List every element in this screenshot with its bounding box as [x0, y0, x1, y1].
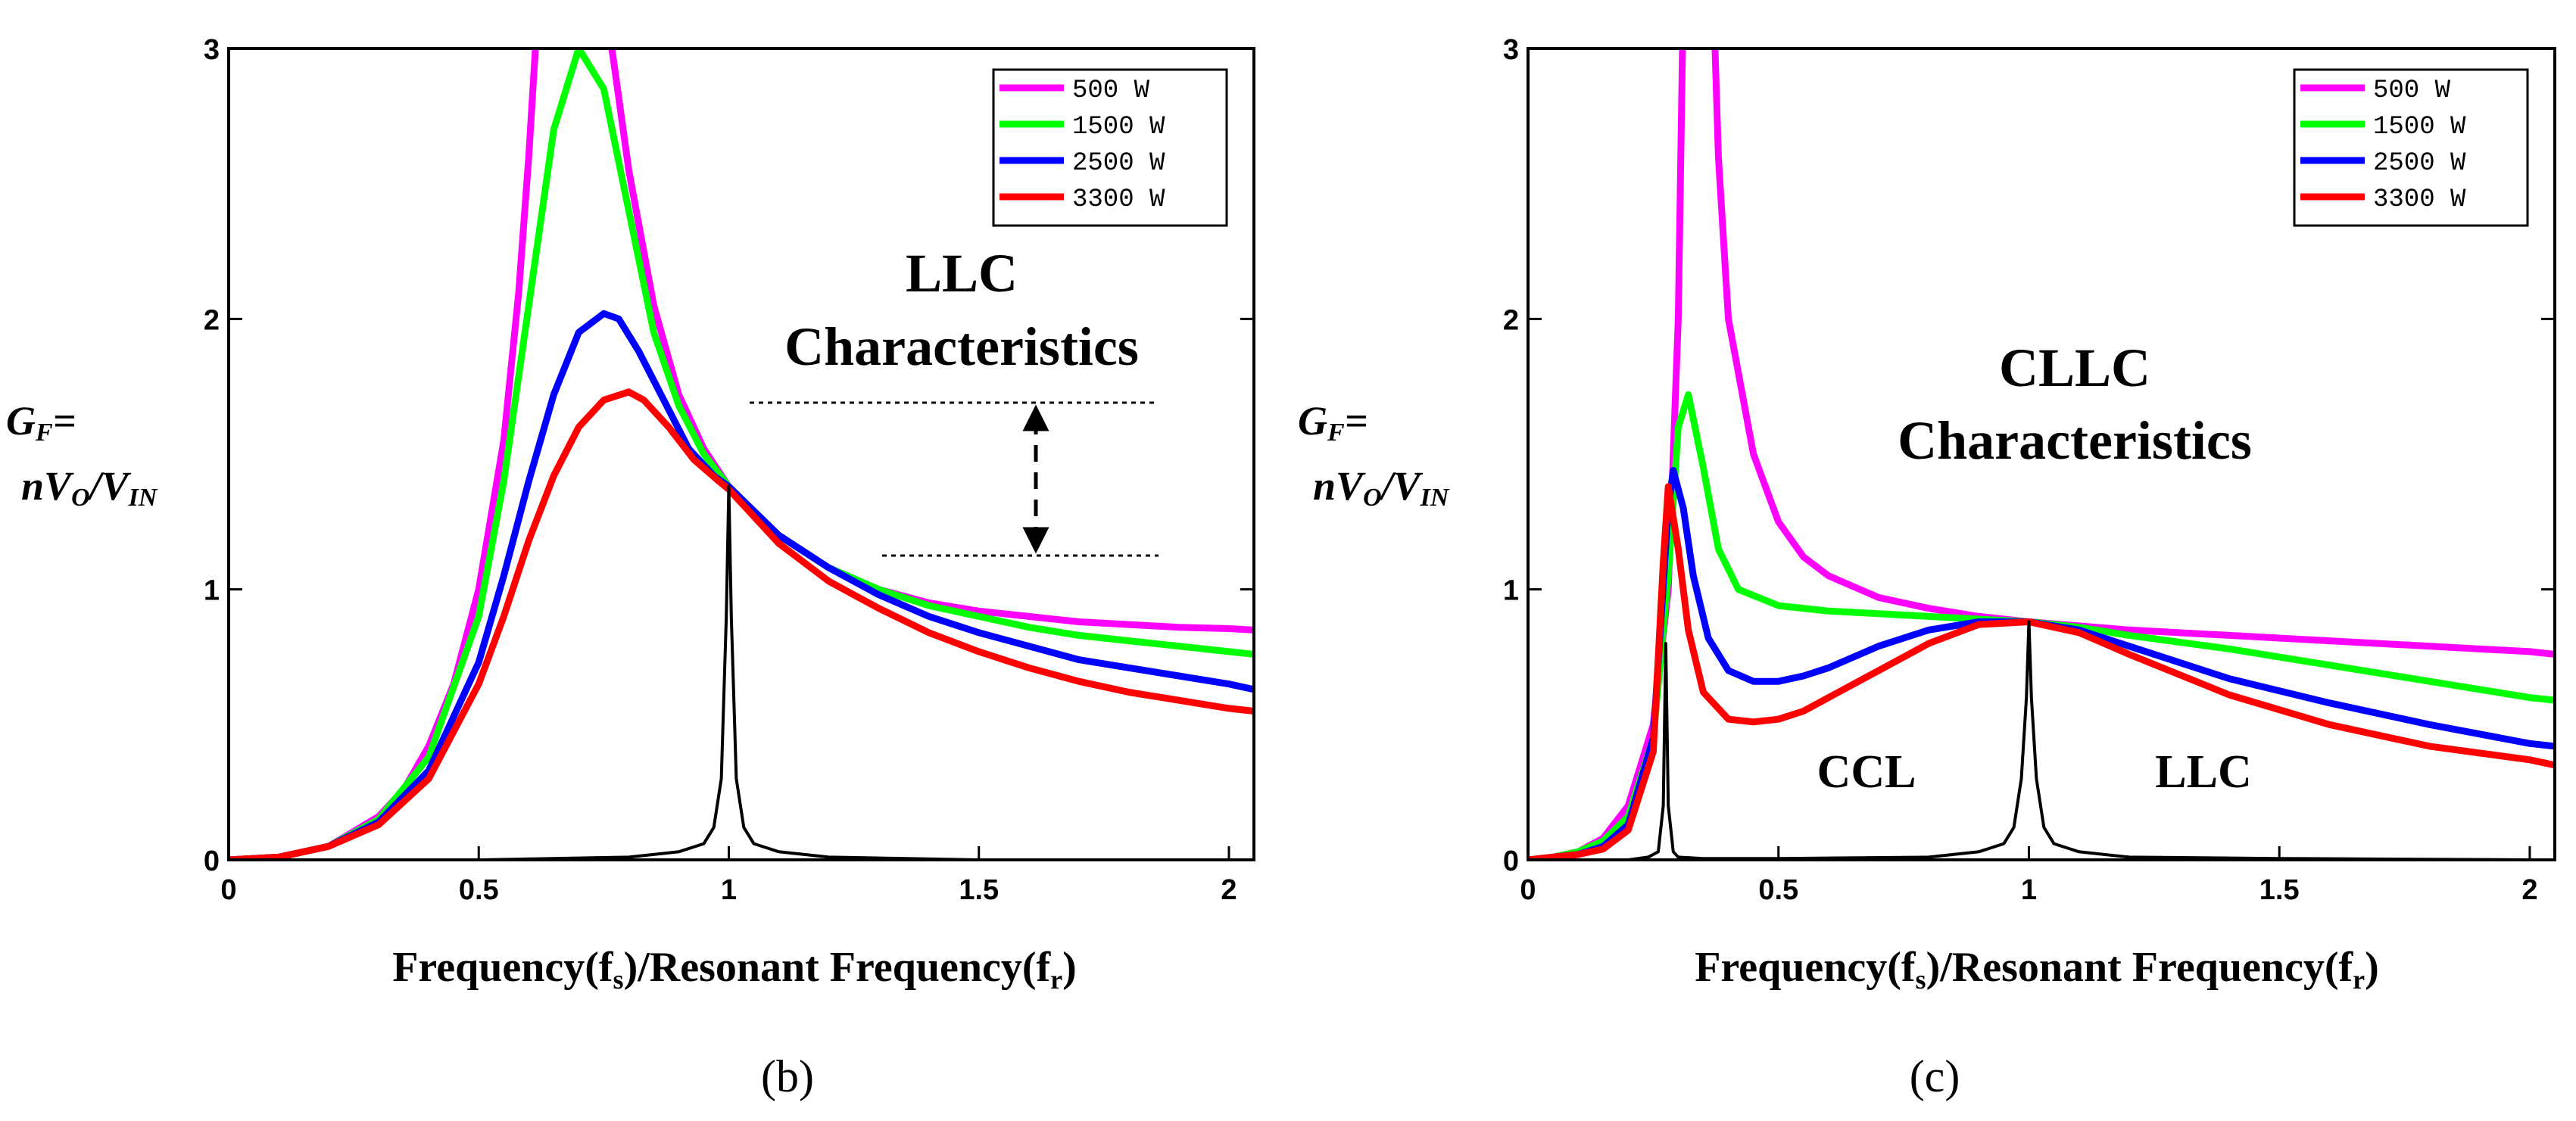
chart-b-series-spike: [229, 484, 1254, 860]
chart-b-series-2500-w: [229, 310, 1254, 860]
chart-c-annotation-line1: CLLC: [1999, 338, 2150, 398]
chart-b-ylabel-line1: GF=: [6, 398, 76, 447]
chart-b-ytick-label: 0: [204, 845, 220, 877]
chart-c-legend-label-2500w: 2500 W: [2373, 149, 2466, 178]
chart-b-ytick-label: 3: [204, 34, 220, 66]
chart-c-legend-label-1500w: 1500 W: [2373, 113, 2466, 142]
chart-b-series: [229, 48, 1254, 860]
chart-b-xtick-label: 0.5: [459, 874, 499, 906]
chart-b-xtick-label: 1: [721, 874, 737, 906]
chart-c-xlabel: Frequency(fs)/Resonant Frequency(fr): [1695, 944, 2379, 995]
chart-c-legend-label-500w: 500 W: [2373, 76, 2451, 105]
chart-c-series-500-w: [1528, 48, 2555, 860]
chart-b: 0 0.5 1 1.5 2 0 1 2 3 500 W 1500 W 2500 W 3300 W…: [6, 34, 1255, 1101]
chart-b-series-1500-w: [229, 48, 1254, 860]
chart-b-annotation-line1: LLC: [906, 243, 1018, 304]
chart-c-xtick-label: 1: [2021, 874, 2037, 906]
chart-b-plot-frame: [227, 47, 1255, 861]
chart-b-series-3300-w: [229, 388, 1254, 860]
chart-c-ytick-label: 3: [1503, 34, 1519, 66]
chart-c-caption: (c): [1910, 1051, 1960, 1101]
chart-b-legend-label-500w: 500 W: [1072, 76, 1150, 105]
chart-c-xtick-label: 2: [2521, 874, 2537, 906]
chart-c-ytick-label: 1: [1503, 575, 1519, 607]
chart-c-annotation-line2: Characteristics: [1898, 410, 2252, 471]
chart-b-ytick-label: 2: [204, 304, 220, 336]
chart-c-ytick-label: 0: [1503, 845, 1519, 877]
chart-c-region-label-llc: LLC: [2155, 746, 2251, 798]
chart-c-plot-frame: [1527, 47, 2556, 861]
chart-b-caption: (b): [761, 1051, 814, 1101]
chart-c-legend: 500 W 1500 W 2500 W 3300 W: [2293, 68, 2529, 227]
chart-b-ytick-label: 1: [204, 575, 220, 607]
chart-b-annotation-line2: Characteristics: [784, 316, 1139, 377]
chart-c-series-spike-ccl: [1528, 620, 2555, 860]
chart-b-xlabel: Frequency(fs)/Resonant Frequency(fr): [392, 944, 1077, 995]
chart-b-legend-label-2500w: 2500 W: [1072, 149, 1165, 178]
chart-c-series: [1528, 48, 2555, 860]
chart-b-ylabel-line2: nVO/VIN: [21, 463, 158, 512]
chart-c-xtick-label: 1.5: [2259, 874, 2300, 906]
chart-b-legend-label-1500w: 1500 W: [1072, 113, 1165, 142]
chart-c-xtick-label: 0.5: [1758, 874, 1798, 906]
chart-c-ticks: 0 0.5 1 1.5 2 0 1 2 3: [1503, 34, 2555, 906]
chart-b-xtick-label: 0: [220, 874, 236, 906]
chart-c-ylabel-line2: nVO/VIN: [1313, 463, 1450, 512]
chart-c-xtick-label: 0: [1520, 874, 1536, 906]
chart-c: 0 0.5 1 1.5 2 0 1 2 3 500 W 1500 W 2500 W 3300 W…: [1298, 34, 2556, 1101]
chart-b-legend-label-3300w: 3300 W: [1072, 185, 1165, 214]
chart-c-ylabel-line1: GF=: [1298, 398, 1368, 447]
chart-c-region-label-ccl: CCL: [1817, 746, 1916, 798]
chart-b-ticks: 0 0.5 1 1.5 2 0 1 2 3: [204, 34, 1254, 906]
chart-c-ytick-label: 2: [1503, 304, 1519, 336]
chart-c-legend-label-3300w: 3300 W: [2373, 185, 2466, 214]
chart-c-series-3300-w: [1528, 483, 2555, 860]
chart-b-legend: 500 W 1500 W 2500 W 3300 W: [992, 68, 1228, 227]
chart-b-xtick-label: 1.5: [959, 874, 999, 906]
chart-b-xtick-label: 2: [1221, 874, 1237, 906]
